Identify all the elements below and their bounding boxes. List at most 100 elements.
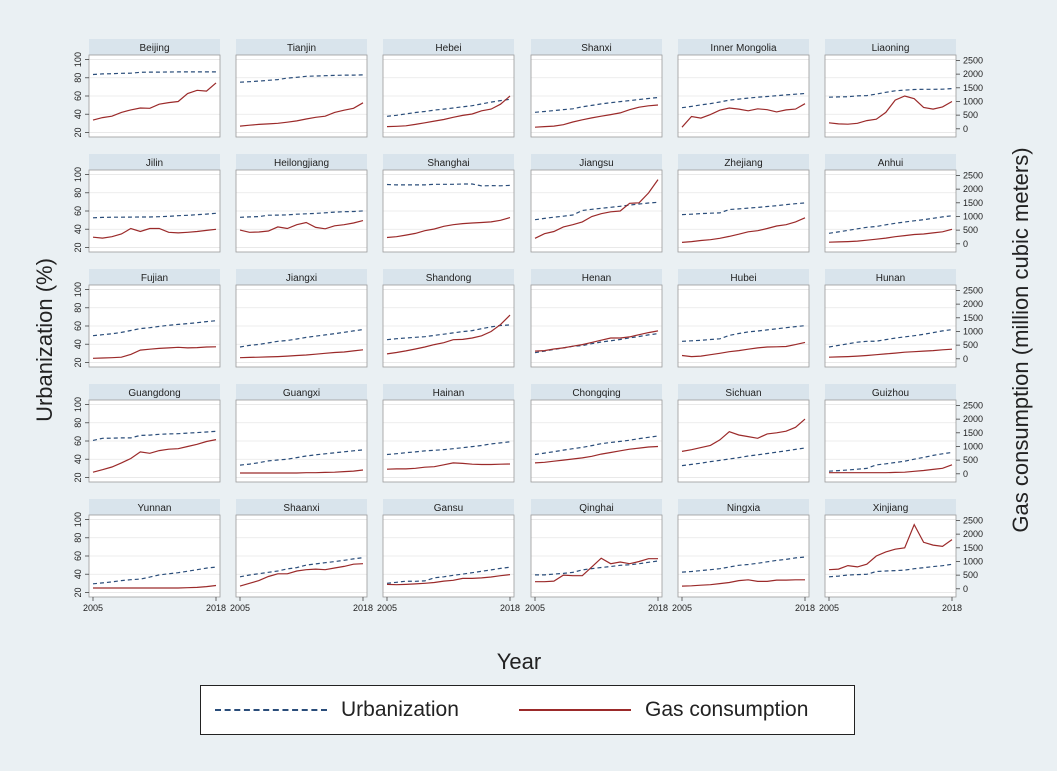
y2-tick-label: 2000: [963, 299, 983, 309]
panel-shanxi: Shanxi: [530, 39, 663, 138]
panel-title: Gansu: [434, 503, 463, 514]
y2-tick-label: 500: [963, 225, 978, 235]
panel-frame: [235, 54, 368, 138]
panel-frame: [824, 284, 957, 368]
panel-frame: [382, 54, 515, 138]
y2-tick-label: 2000: [963, 414, 983, 424]
gas-line: [535, 557, 658, 583]
y-tick-label: 100: [73, 397, 83, 412]
x-tick-label: 2018: [353, 603, 373, 613]
panel-header: [89, 269, 220, 285]
panel-header: [383, 499, 514, 515]
panel-frame: [235, 514, 368, 598]
y-tick-label: 20: [73, 357, 83, 367]
gas-line: [534, 104, 659, 128]
gas-line: [386, 217, 511, 239]
x-tick-label: 2005: [83, 603, 103, 613]
panel-frame: [235, 284, 368, 368]
panel-frame: [530, 169, 663, 253]
panel-frame: [530, 284, 663, 368]
y2-tick-label: 500: [963, 570, 978, 580]
panel-header: [89, 39, 220, 55]
panel-frame: [677, 399, 810, 483]
panel-frame: [824, 54, 957, 138]
y2-tick-label: 2500: [963, 515, 983, 525]
panels: Beijing 20 40 60 80 100 Tianjin Hebei Shanxi Inne…: [73, 39, 983, 613]
y2-tick-label: 2500: [963, 285, 983, 295]
panel-title: Tianjin: [287, 43, 316, 54]
panel-hunan: Hunan 0 500 1000 1500 2000 2500: [824, 269, 983, 368]
y-tick-label: 80: [73, 303, 83, 313]
panel-beijing: Beijing 20 40 60 80 100: [73, 39, 221, 137]
x-axis-label: Year: [497, 649, 541, 674]
panel-header: [531, 39, 662, 55]
panel-header: [825, 39, 956, 55]
panel-title: Shanxi: [581, 43, 612, 54]
panel-title: Jiangsu: [579, 158, 613, 169]
y-tick-label: 80: [73, 533, 83, 543]
panel-title: Shanghai: [427, 158, 469, 169]
y2-tick-label: 0: [963, 469, 968, 479]
gas-line: [386, 574, 511, 586]
y2-tick-label: 2000: [963, 69, 983, 79]
panel-title: Hubei: [730, 273, 756, 284]
panel-title: Guangxi: [283, 388, 320, 399]
gas-line: [534, 445, 659, 464]
gas-line: [240, 469, 364, 474]
panel-xinjiang: Xinjiang 0 500 1000 1500 2000 2500 2005 2018: [819, 499, 983, 613]
x-tick-label: 2005: [525, 603, 545, 613]
y-tick-label: 40: [73, 224, 83, 234]
panel-heilongjiang: Heilongjiang: [235, 154, 368, 253]
panel-hebei: Hebei: [382, 39, 515, 138]
gas-line: [828, 228, 953, 243]
panel-fujian: Fujian 20 40 60 80 100: [73, 269, 221, 367]
panel-header: [236, 384, 367, 400]
y-tick-label: 60: [73, 551, 83, 561]
gas-line: [681, 103, 806, 128]
x-tick-label: 2018: [942, 603, 962, 613]
panel-hubei: Hubei: [677, 269, 810, 368]
panel-guizhou: Guizhou 0 500 1000 1500 2000 2500: [824, 384, 983, 483]
legend-dash-swatch: [215, 709, 327, 711]
panel-frame: [530, 54, 663, 138]
gas-line: [239, 349, 364, 359]
y-tick-label: 100: [73, 282, 83, 297]
y2-tick-label: 1500: [963, 428, 983, 438]
gas-line: [92, 439, 217, 473]
y-tick-label: 100: [73, 512, 83, 527]
y-tick-label: 20: [73, 472, 83, 482]
legend-item-urbanization: Urbanization: [215, 686, 459, 734]
panel-title: Jiangxi: [286, 273, 317, 284]
gas-line: [534, 330, 659, 352]
panel-title: Xinjiang: [873, 503, 909, 514]
panel-title: Inner Mongolia: [710, 43, 777, 54]
panel-title: Beijing: [139, 43, 169, 54]
gas-line: [386, 314, 511, 355]
y-tick-label: 40: [73, 569, 83, 579]
panel-title: Guangdong: [128, 388, 180, 399]
panel-jiangxi: Jiangxi: [235, 269, 368, 368]
panel-frame: [382, 284, 515, 368]
gas-line: [681, 341, 806, 358]
panel-jiangsu: Jiangsu: [530, 154, 663, 253]
legend-item-gas: Gas consumption: [519, 686, 808, 734]
panel-jilin: Jilin 20 40 60 80 100: [73, 154, 221, 252]
panel-hainan: Hainan: [382, 384, 515, 483]
legend-solid-swatch: [519, 709, 631, 711]
x-tick-label: 2018: [500, 603, 520, 613]
y-tick-label: 60: [73, 206, 83, 216]
panel-header: [825, 384, 956, 400]
panel-frame: [530, 514, 663, 598]
y2-tick-label: 2500: [963, 55, 983, 65]
panel-frame: [677, 514, 810, 598]
panel-shanghai: Shanghai: [382, 154, 515, 253]
panel-anhui: Anhui 0 500 1000 1500 2000 2500: [824, 154, 983, 253]
panel-guangdong: Guangdong 20 40 60 80 100: [73, 384, 221, 482]
y-tick-label: 100: [73, 167, 83, 182]
panel-title: Qinghai: [579, 503, 613, 514]
gas-line: [239, 563, 364, 587]
y2-tick-label: 1500: [963, 198, 983, 208]
panel-shaanxi: Shaanxi 2005 2018: [230, 499, 373, 613]
panel-title: Hainan: [433, 388, 465, 399]
